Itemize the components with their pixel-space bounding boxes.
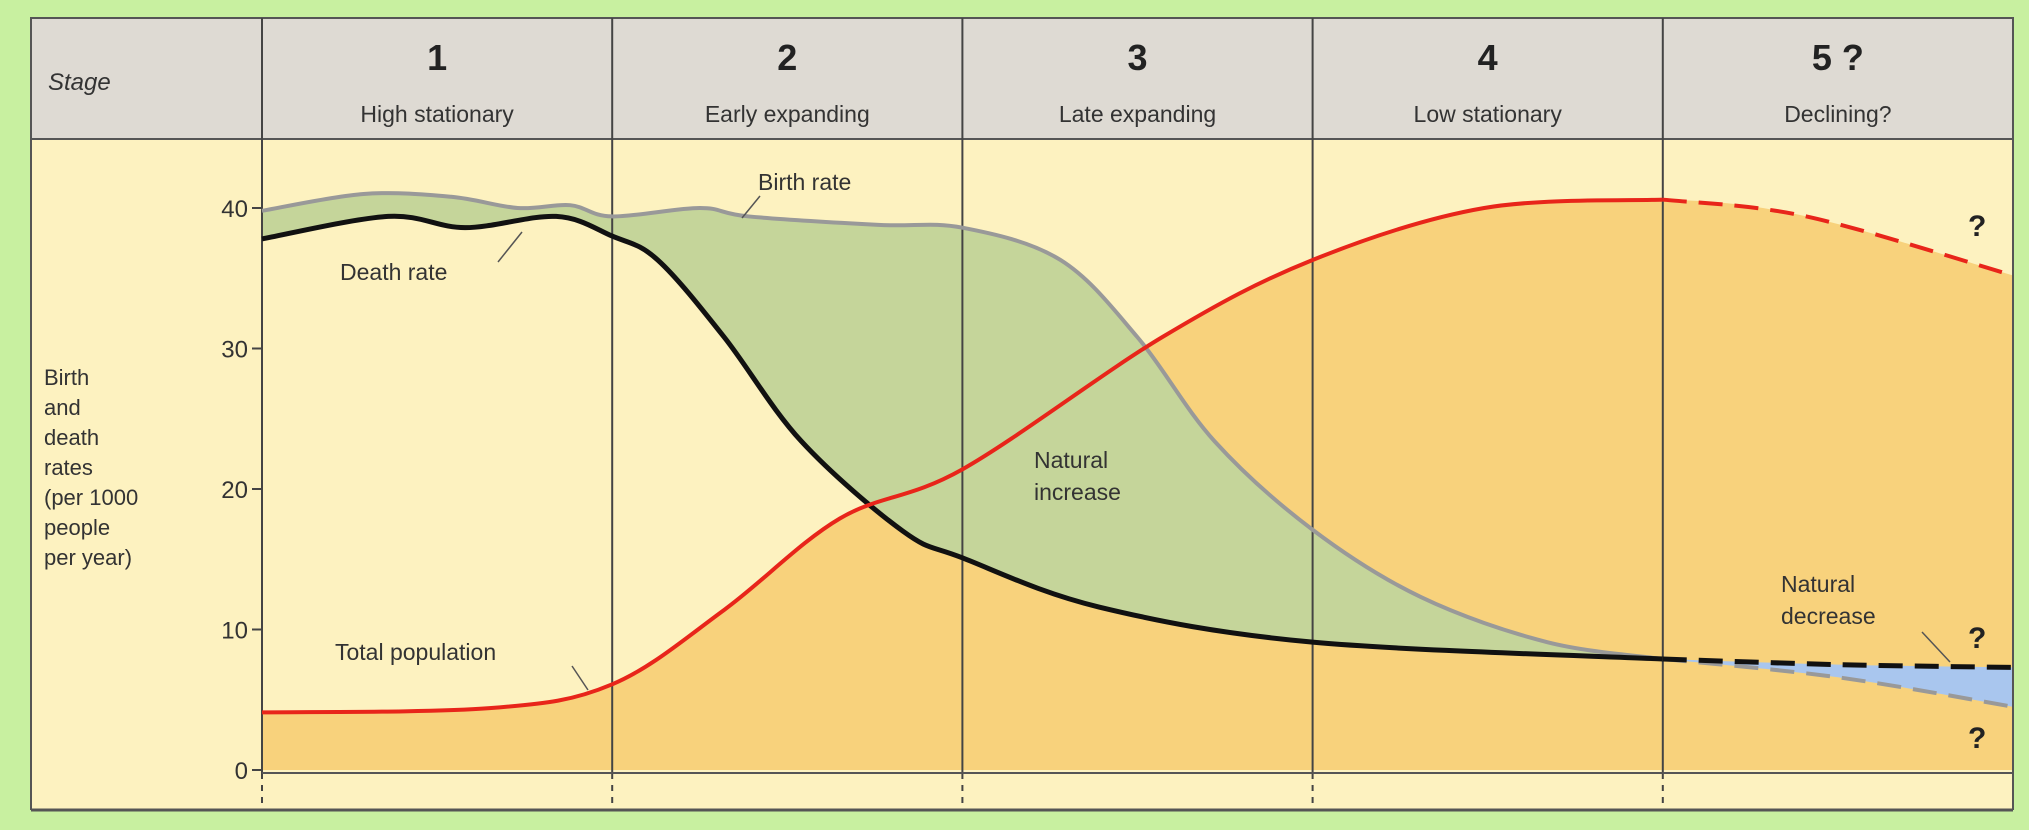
natural-decrease-label-1: Natural xyxy=(1781,571,1855,597)
stage-number-2: 2 xyxy=(777,37,797,78)
y-tick-label: 10 xyxy=(221,618,248,645)
birth-projected-line xyxy=(1662,657,2014,709)
y-tick-label: 30 xyxy=(221,337,248,364)
birth-rate-label: Birth rate xyxy=(758,169,851,195)
question-mark-population: ? xyxy=(1968,210,1986,243)
y-axis-label-line: rates xyxy=(44,455,93,480)
population-projected-line xyxy=(1662,197,2014,278)
natural-decrease-leader xyxy=(1921,631,1951,663)
stage-name-1: High stationary xyxy=(360,101,514,127)
y-axis-label-line: Birth xyxy=(44,365,89,390)
y-tick-label: 40 xyxy=(221,196,248,223)
y-axis-label-line: people xyxy=(44,515,110,540)
y-axis-label-line: and xyxy=(44,395,81,420)
stage-number-4: 4 xyxy=(1478,37,1498,78)
y-tick-label: 20 xyxy=(221,477,248,504)
stage-name-3: Late expanding xyxy=(1059,101,1216,127)
death-line xyxy=(261,213,1663,662)
y-axis-label-line: death xyxy=(44,425,99,450)
birth-rate-leader xyxy=(741,195,761,219)
population-line xyxy=(261,197,1663,715)
stage-name-4: Low stationary xyxy=(1414,101,1563,127)
stage-number-1: 1 xyxy=(427,37,447,78)
total-population-leader xyxy=(571,665,589,691)
natural-increase-label-1: Natural xyxy=(1034,447,1108,473)
stage-name-2: Early expanding xyxy=(705,101,870,127)
y-axis-label-line: (per 1000 xyxy=(44,485,138,510)
stage-number-3: 3 xyxy=(1127,37,1147,78)
death-projected-line xyxy=(1662,656,2014,670)
question-mark-birth: ? xyxy=(1968,722,1986,755)
y-tick-label: 0 xyxy=(235,758,248,785)
death-rate-label: Death rate xyxy=(340,259,447,285)
total-population-label: Total population xyxy=(335,639,496,665)
header-row xyxy=(30,17,2014,140)
stage-number-5: 5 ? xyxy=(1812,37,1864,78)
birth-line xyxy=(261,191,1664,661)
death-rate-leader xyxy=(497,231,523,263)
natural-decrease-label-2: decrease xyxy=(1781,603,1876,629)
stage-name-5: Declining? xyxy=(1784,101,1891,127)
y-axis-label-line: per year) xyxy=(44,545,132,570)
natural-decrease-area xyxy=(1662,659,2013,707)
stage-label: Stage xyxy=(48,69,111,96)
question-mark-death: ? xyxy=(1968,622,1986,655)
natural-increase-label-2: increase xyxy=(1034,479,1121,505)
